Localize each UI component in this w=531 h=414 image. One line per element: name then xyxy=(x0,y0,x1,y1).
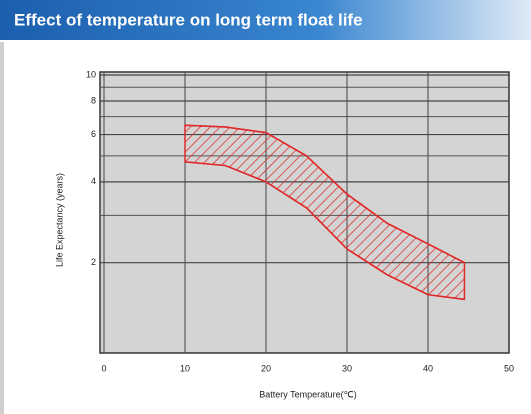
lower-line xyxy=(184,161,465,301)
x-tick-label: 30 xyxy=(342,363,352,373)
x-tick-label: 20 xyxy=(261,363,271,373)
y-tick-label: 4 xyxy=(91,176,96,186)
x-tick-label: 0 xyxy=(101,363,106,373)
x-tick-label: 50 xyxy=(504,363,514,373)
y-tick-label: 2 xyxy=(91,257,96,267)
y-tick-label: 6 xyxy=(91,129,96,139)
x-tick-label: 40 xyxy=(423,363,433,373)
upper-line xyxy=(184,124,465,264)
y-axis-label: Life Expectancy (years) xyxy=(54,173,64,267)
x-tick-label: 10 xyxy=(180,363,190,373)
x-axis-label: Battery Temperature(℃) xyxy=(259,389,356,399)
plot-area xyxy=(99,71,510,354)
left-edge xyxy=(0,42,4,414)
header xyxy=(0,0,531,40)
y-tick-label: 8 xyxy=(91,95,96,105)
chart-title: Effect of temperature on long term float… xyxy=(14,10,363,29)
y-tick-label: 10 xyxy=(86,69,96,79)
